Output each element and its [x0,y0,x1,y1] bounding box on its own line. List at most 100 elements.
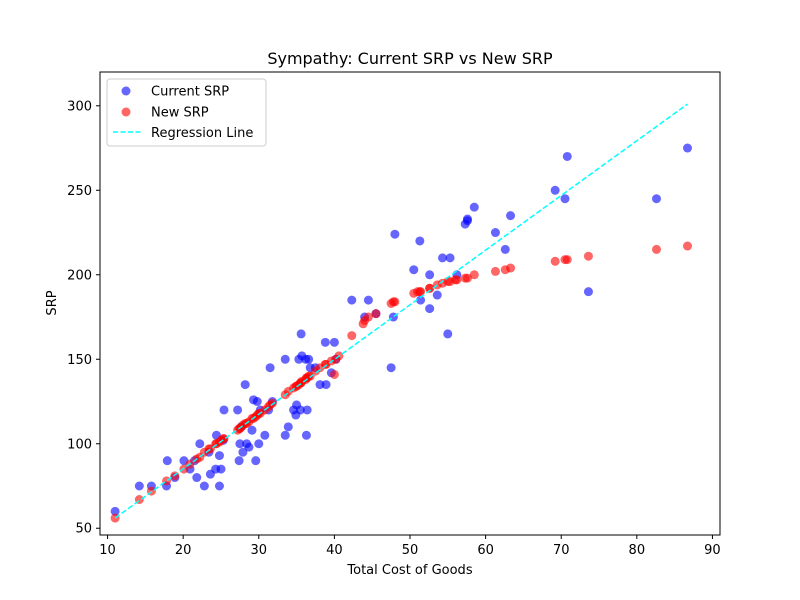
point-current-srp [425,270,435,280]
point-current-srp [199,481,209,491]
point-current-srp [260,430,270,440]
point-current-srp [283,422,293,432]
point-current-srp [280,430,290,440]
point-current-srp [506,211,516,221]
point-current-srp [238,447,248,457]
point-current-srp [415,236,425,246]
point-current-srp [550,185,560,195]
point-current-srp [560,194,570,204]
point-new-srp [490,266,500,276]
x-tick-label: 60 [477,543,494,558]
x-tick-label: 30 [251,543,268,558]
point-current-srp [445,253,455,263]
point-current-srp [195,439,205,449]
y-tick-label: 50 [75,522,92,537]
point-current-srp [490,228,500,238]
point-new-srp [452,275,462,285]
point-current-srp [219,405,229,415]
legend-marker-new-srp [121,107,131,117]
y-tick-label: 250 [67,184,92,199]
y-axis-ticks: 50 100 150 200 250 300 [67,99,100,537]
point-current-srp [192,473,202,483]
point-current-srp [416,295,426,305]
point-current-srp [329,337,339,347]
x-axis-ticks: 10 20 30 40 50 60 70 80 90 [99,535,721,558]
point-new-srp [506,263,516,273]
y-axis-title: SRP [45,290,60,315]
point-current-srp [296,329,306,339]
point-current-srp [562,151,572,161]
point-current-srp [500,244,510,254]
x-tick-label: 10 [99,543,116,558]
regression-line [114,103,688,519]
x-tick-label: 70 [553,543,570,558]
point-new-srp [562,255,572,265]
point-current-srp [321,380,331,390]
point-current-srp [301,430,311,440]
point-current-srp [240,380,250,390]
point-current-srp [252,397,262,407]
x-axis-title: Total Cost of Goods [346,563,472,578]
point-current-srp [432,290,442,300]
chart-title: Sympathy: Current SRP vs New SRP [267,49,553,68]
point-new-srp [347,331,357,341]
point-new-srp [371,309,381,319]
point-current-srp [443,329,453,339]
point-current-srp [235,439,245,449]
x-tick-label: 50 [402,543,419,558]
point-current-srp [233,405,243,415]
legend-label-regression: Regression Line [151,126,253,141]
point-current-srp [214,451,224,461]
point-new-srp [425,283,435,293]
point-new-srp [462,273,472,283]
point-current-srp [363,295,373,305]
point-new-srp [550,256,560,266]
point-current-srp [214,481,224,491]
point-current-srp [247,425,257,435]
legend-marker-current-srp [121,86,131,96]
point-current-srp [390,229,400,239]
point-current-srp [254,439,264,449]
point-new-srp [329,369,339,379]
x-tick-label: 90 [704,543,721,558]
point-current-srp [162,456,172,466]
point-current-srp [386,363,396,373]
point-current-srp [110,506,120,516]
legend-box [106,78,267,147]
point-new-srp [651,244,661,254]
x-tick-label: 40 [326,543,343,558]
y-tick-label: 300 [67,99,92,114]
point-new-srp [170,471,180,481]
legend: Current SRP New SRP Regression Line [106,78,267,147]
point-current-srp [583,287,593,297]
point-current-srp [462,214,472,224]
point-current-srp [280,354,290,364]
x-tick-label: 20 [175,543,192,558]
point-current-srp [347,295,357,305]
point-current-srp [234,456,244,466]
point-current-srp [438,253,448,263]
regression-layer [114,103,688,519]
point-new-srp [416,287,426,297]
point-new-srp [267,398,277,408]
point-current-srp [304,354,314,364]
point-new-srp [682,241,692,251]
point-current-srp [265,363,275,373]
point-current-srp [216,464,226,474]
point-current-srp [320,337,330,347]
point-new-srp [583,251,593,261]
data-points [110,143,692,523]
point-new-srp [363,312,373,322]
x-tick-label: 80 [629,543,646,558]
point-current-srp [134,481,144,491]
legend-label-new-srp: New SRP [151,106,209,121]
point-current-srp [425,304,435,314]
y-tick-label: 100 [67,437,92,452]
point-current-srp [409,265,419,275]
point-current-srp [251,456,261,466]
point-current-srp [302,405,312,415]
point-current-srp [682,143,692,153]
point-current-srp [295,405,305,415]
